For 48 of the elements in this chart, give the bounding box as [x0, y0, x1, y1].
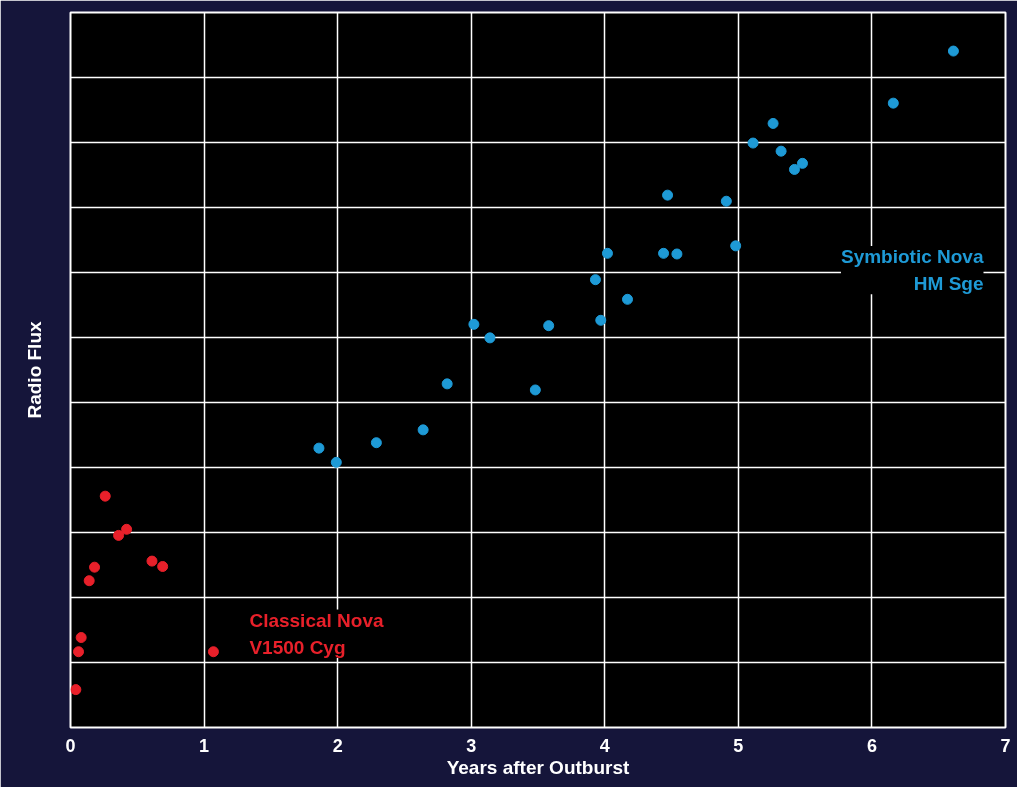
point	[417, 424, 429, 436]
point	[330, 456, 342, 468]
point	[83, 575, 95, 587]
point	[595, 314, 607, 326]
point	[543, 320, 555, 332]
x-tick-label: 7	[1000, 735, 1011, 756]
text: Symbiotic Nova HM Sge	[840, 245, 984, 295]
point	[730, 240, 742, 252]
point	[775, 145, 787, 157]
y-axis-title: Radio Flux	[23, 321, 45, 419]
point	[947, 45, 959, 57]
point	[73, 646, 85, 658]
point	[146, 555, 158, 567]
x-tick-label: 2	[332, 735, 343, 756]
point	[767, 117, 779, 129]
point	[887, 97, 899, 109]
point	[99, 490, 111, 502]
point	[89, 561, 101, 573]
point	[70, 684, 82, 696]
x-tick-label: 6	[866, 735, 877, 756]
series-label: Classical Nova V1500 Cyg	[249, 609, 384, 658]
point	[113, 529, 125, 541]
point	[601, 247, 613, 259]
x-tick-label: 5	[733, 735, 744, 756]
x-tick-label: 3	[466, 735, 477, 756]
x-tick-label: 4	[599, 735, 610, 756]
point	[313, 442, 325, 454]
point	[671, 248, 683, 260]
point	[658, 247, 670, 259]
point	[529, 384, 541, 396]
point	[662, 189, 674, 201]
point	[621, 293, 633, 305]
point	[589, 274, 601, 286]
x-axis-title: Years after Outburst	[446, 756, 631, 778]
point	[441, 378, 453, 390]
x-tick-label: 0	[65, 735, 76, 756]
point	[796, 157, 808, 169]
point	[747, 137, 759, 149]
point	[720, 195, 732, 207]
point	[370, 437, 382, 449]
point	[484, 332, 496, 344]
point	[207, 646, 219, 658]
point	[788, 163, 800, 175]
point	[75, 632, 87, 644]
point	[121, 523, 133, 535]
point	[157, 561, 169, 572]
point	[468, 318, 480, 330]
x-tick-label: 1	[199, 735, 210, 756]
